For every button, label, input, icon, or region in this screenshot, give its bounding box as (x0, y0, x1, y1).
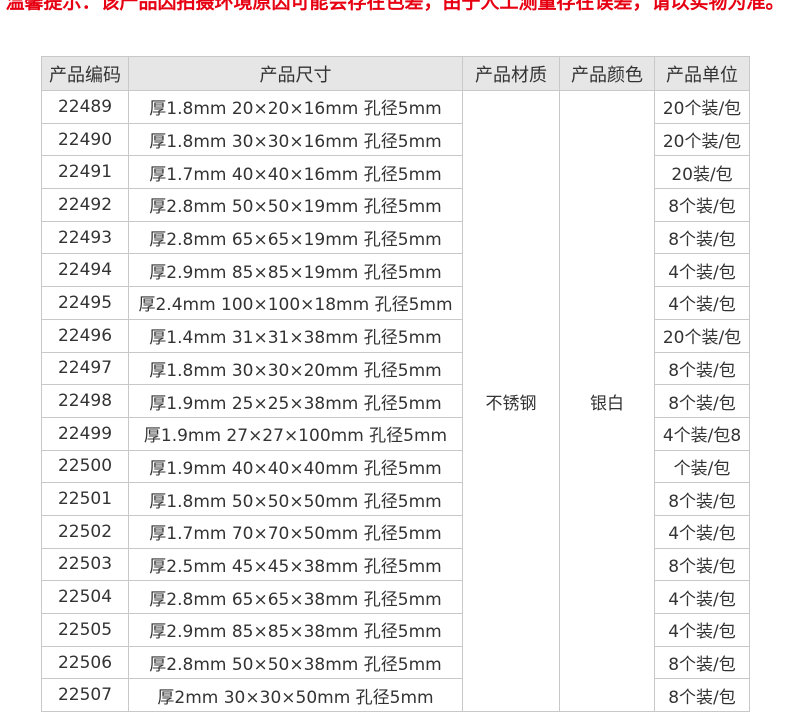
cell-size: 厚2.8mm 50×50×19mm 孔径5mm (128, 188, 463, 222)
cell-size: 厚1.4mm 31×31×38mm 孔径5mm (128, 318, 463, 353)
cell-code: 22499 (41, 416, 129, 451)
cell-code: 22507 (41, 678, 129, 713)
table-row: 22498 厚1.9mm 25×25×38mm 孔径5mm 8个装/包 (41, 384, 750, 418)
cell-code: 22493 (41, 220, 129, 255)
cell-unit: 8个装/包 (654, 384, 750, 418)
table-row: 22503 厚2.5mm 45×45×38mm 孔径5mm 8个装/包 (41, 547, 750, 582)
cell-color: 银白 (559, 89, 655, 713)
cell-size: 厚1.7mm 40×40×16mm 孔径5mm (128, 155, 463, 190)
cell-code: 22498 (41, 384, 129, 418)
cell-unit: 8个装/包 (654, 220, 750, 255)
cell-unit: 20个装/包 (654, 318, 750, 353)
notice-text: 温馨提示：该产品因拍摄环境原因可能会存在色差，由于人工测量存在误差，请以实物为准… (5, 0, 785, 13)
cell-size: 厚1.9mm 27×27×100mm 孔径5mm (128, 416, 463, 451)
table-row: 22492 厚2.8mm 50×50×19mm 孔径5mm 8个装/包 (41, 188, 750, 222)
cell-unit: 8个装/包 (654, 351, 750, 386)
cell-code: 22495 (41, 286, 129, 320)
cell-unit: 4个装/包 (654, 613, 750, 647)
cell-unit: 20个装/包 (654, 122, 750, 157)
cell-code: 22500 (41, 449, 129, 484)
table-row: 22505 厚2.9mm 85×85×38mm 孔径5mm 4个装/包 (41, 613, 750, 647)
table-row: 22490 厚1.8mm 30×30×16mm 孔径5mm 20个装/包 (41, 122, 750, 157)
table-row: 22504 厚2.8mm 65×65×38mm 孔径5mm 4个装/包 (41, 580, 750, 614)
cell-unit: 个装/包 (654, 449, 750, 484)
cell-code: 22503 (41, 547, 129, 582)
header-size: 产品尺寸 (128, 56, 463, 91)
table-header-row: 产品编码 产品尺寸 产品材质 产品颜色 产品单位 (41, 56, 750, 91)
cell-size: 厚2.9mm 85×85×38mm 孔径5mm (128, 613, 463, 647)
cell-unit: 4个装/包8 (654, 416, 750, 451)
cell-unit: 8个装/包 (654, 645, 750, 680)
table-row: 22489 厚1.8mm 20×20×16mm 孔径5mm 不锈钢 银白 20个装/包 (41, 89, 750, 713)
cell-code: 22490 (41, 122, 129, 157)
cell-unit: 8个装/包 (654, 547, 750, 582)
table-row: 22506 厚2.8mm 50×50×38mm 孔径5mm 8个装/包 (41, 645, 750, 680)
cell-unit: 4个装/包 (654, 253, 750, 288)
table-row: 22494 厚2.9mm 85×85×19mm 孔径5mm 4个装/包 (41, 253, 750, 288)
cell-unit: 8个装/包 (654, 188, 750, 222)
header-unit: 产品单位 (654, 56, 750, 91)
table-row: 22500 厚1.9mm 40×40×40mm 孔径5mm 个装/包 (41, 449, 750, 484)
cell-size: 厚1.9mm 40×40×40mm 孔径5mm (128, 449, 463, 484)
cell-size: 厚1.7mm 70×70×50mm 孔径5mm (128, 514, 463, 549)
cell-code: 22489 (41, 90, 129, 124)
table-row: 22496 厚1.4mm 31×31×38mm 孔径5mm 20个装/包 (41, 318, 750, 353)
cell-unit: 4个装/包 (654, 514, 750, 549)
cell-unit: 4个装/包 (654, 286, 750, 320)
cell-size: 厚1.8mm 50×50×50mm 孔径5mm (128, 482, 463, 516)
cell-unit: 20个装/包 (654, 90, 750, 124)
cell-size: 厚1.8mm 20×20×16mm 孔径5mm (128, 90, 463, 124)
cell-unit: 20装/包 (654, 155, 750, 190)
cell-size: 厚2.9mm 85×85×19mm 孔径5mm (128, 253, 463, 288)
cell-code: 22501 (41, 482, 129, 516)
cell-code: 22505 (41, 613, 129, 647)
cell-code: 22494 (41, 253, 129, 288)
cell-unit: 8个装/包 (654, 482, 750, 516)
cell-code: 22502 (41, 514, 129, 549)
cell-code: 22491 (41, 155, 129, 190)
cell-size: 厚2.5mm 45×45×38mm 孔径5mm (128, 547, 463, 582)
cell-size: 厚2.8mm 50×50×38mm 孔径5mm (128, 645, 463, 680)
cell-code: 22496 (41, 318, 129, 353)
cell-code: 22506 (41, 645, 129, 680)
cell-material: 不锈钢 (462, 89, 560, 713)
table-row: 22499 厚1.9mm 27×27×100mm 孔径5mm 4个装/包8 (41, 416, 750, 451)
cell-unit: 8个装/包 (654, 678, 750, 713)
cell-size: 厚2.4mm 100×100×18mm 孔径5mm (128, 286, 463, 320)
header-color: 产品颜色 (559, 56, 655, 91)
cell-size: 厚2mm 30×30×50mm 孔径5mm (128, 678, 463, 713)
cell-size: 厚1.9mm 25×25×38mm 孔径5mm (128, 384, 463, 418)
cell-size: 厚1.8mm 30×30×16mm 孔径5mm (128, 122, 463, 157)
header-code: 产品编码 (41, 56, 129, 91)
header-material: 产品材质 (462, 56, 560, 91)
product-spec-table: 产品编码 产品尺寸 产品材质 产品颜色 产品单位 22489 厚1.8mm 20×… (41, 56, 750, 713)
table-row: 22491 厚1.7mm 40×40×16mm 孔径5mm 20装/包 (41, 155, 750, 190)
cell-size: 厚2.8mm 65×65×19mm 孔径5mm (128, 220, 463, 255)
table-row: 22493 厚2.8mm 65×65×19mm 孔径5mm 8个装/包 (41, 220, 750, 255)
cell-size: 厚2.8mm 65×65×38mm 孔径5mm (128, 580, 463, 614)
cell-size: 厚1.8mm 30×30×20mm 孔径5mm (128, 351, 463, 386)
cell-code: 22492 (41, 188, 129, 222)
table-row: 22507 厚2mm 30×30×50mm 孔径5mm 8个装/包 (41, 678, 750, 713)
cell-unit: 4个装/包 (654, 580, 750, 614)
cell-code: 22504 (41, 580, 129, 614)
cell-code: 22497 (41, 351, 129, 386)
table-row: 22497 厚1.8mm 30×30×20mm 孔径5mm 8个装/包 (41, 351, 750, 386)
table-row: 22495 厚2.4mm 100×100×18mm 孔径5mm 4个装/包 (41, 286, 750, 320)
